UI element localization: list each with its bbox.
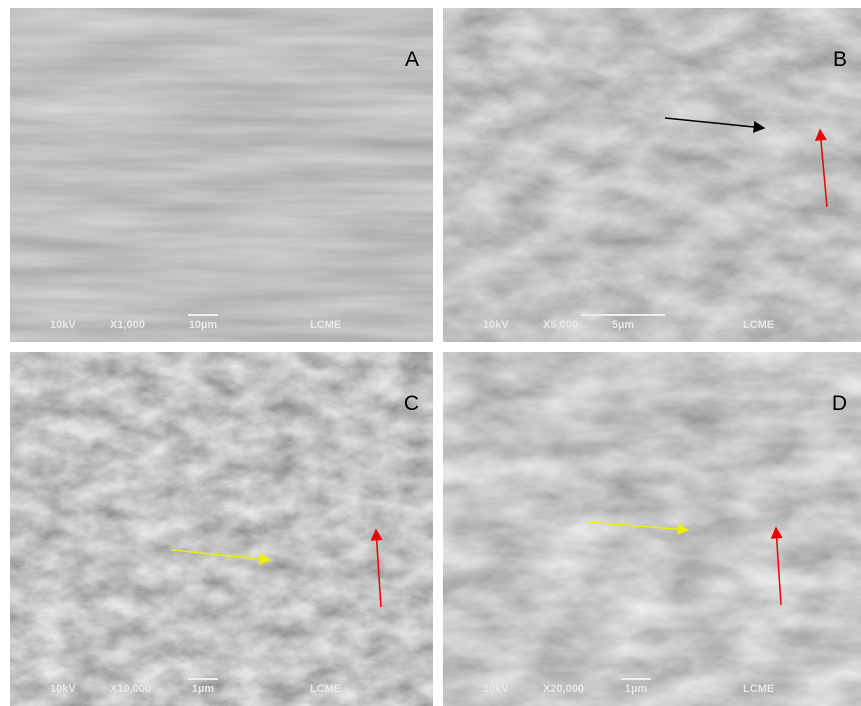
voltage: 10kV: [483, 319, 509, 331]
scale-bar: [581, 314, 665, 316]
micrograph: [10, 8, 433, 342]
scale: 10µm: [189, 319, 218, 331]
panel-label: B: [833, 48, 847, 71]
voltage: 10kV: [50, 319, 76, 331]
magnification: X1,000: [110, 319, 145, 331]
facility: LCME: [743, 319, 774, 331]
panel-label: C: [404, 392, 419, 415]
voltage: 10kV: [50, 683, 76, 695]
micrograph-panel: 10kV X1,000 10µm LCME A: [10, 8, 433, 342]
panel-label: A: [405, 48, 419, 71]
micrograph-panel: 10kV X5,000 5µm LCME B: [443, 8, 861, 342]
facility: LCME: [310, 683, 341, 695]
scale: 1µm: [192, 683, 214, 695]
panel-label: D: [832, 392, 847, 415]
micrograph-panel: 10kV X10,000 1µm LCME C: [10, 352, 433, 706]
facility: LCME: [743, 683, 774, 695]
micrograph: [10, 352, 433, 706]
magnification: X5,000: [543, 319, 578, 331]
scale-bar: [188, 678, 218, 680]
micrograph-panel: 10kV X20,000 1µm LCME D: [443, 352, 861, 706]
voltage: 10kV: [483, 683, 509, 695]
scale: 5µm: [612, 319, 634, 331]
micrograph: [443, 8, 861, 342]
figure: 10kVX1,00010µmLCMEA10kVX5,0005µmLCMEB10k…: [0, 0, 861, 706]
scale: 1µm: [625, 683, 647, 695]
magnification: X10,000: [110, 683, 151, 695]
micrograph: [443, 352, 861, 706]
facility: LCME: [310, 319, 341, 331]
scale-bar: [621, 678, 651, 680]
scale-bar: [188, 314, 218, 316]
magnification: X20,000: [543, 683, 584, 695]
